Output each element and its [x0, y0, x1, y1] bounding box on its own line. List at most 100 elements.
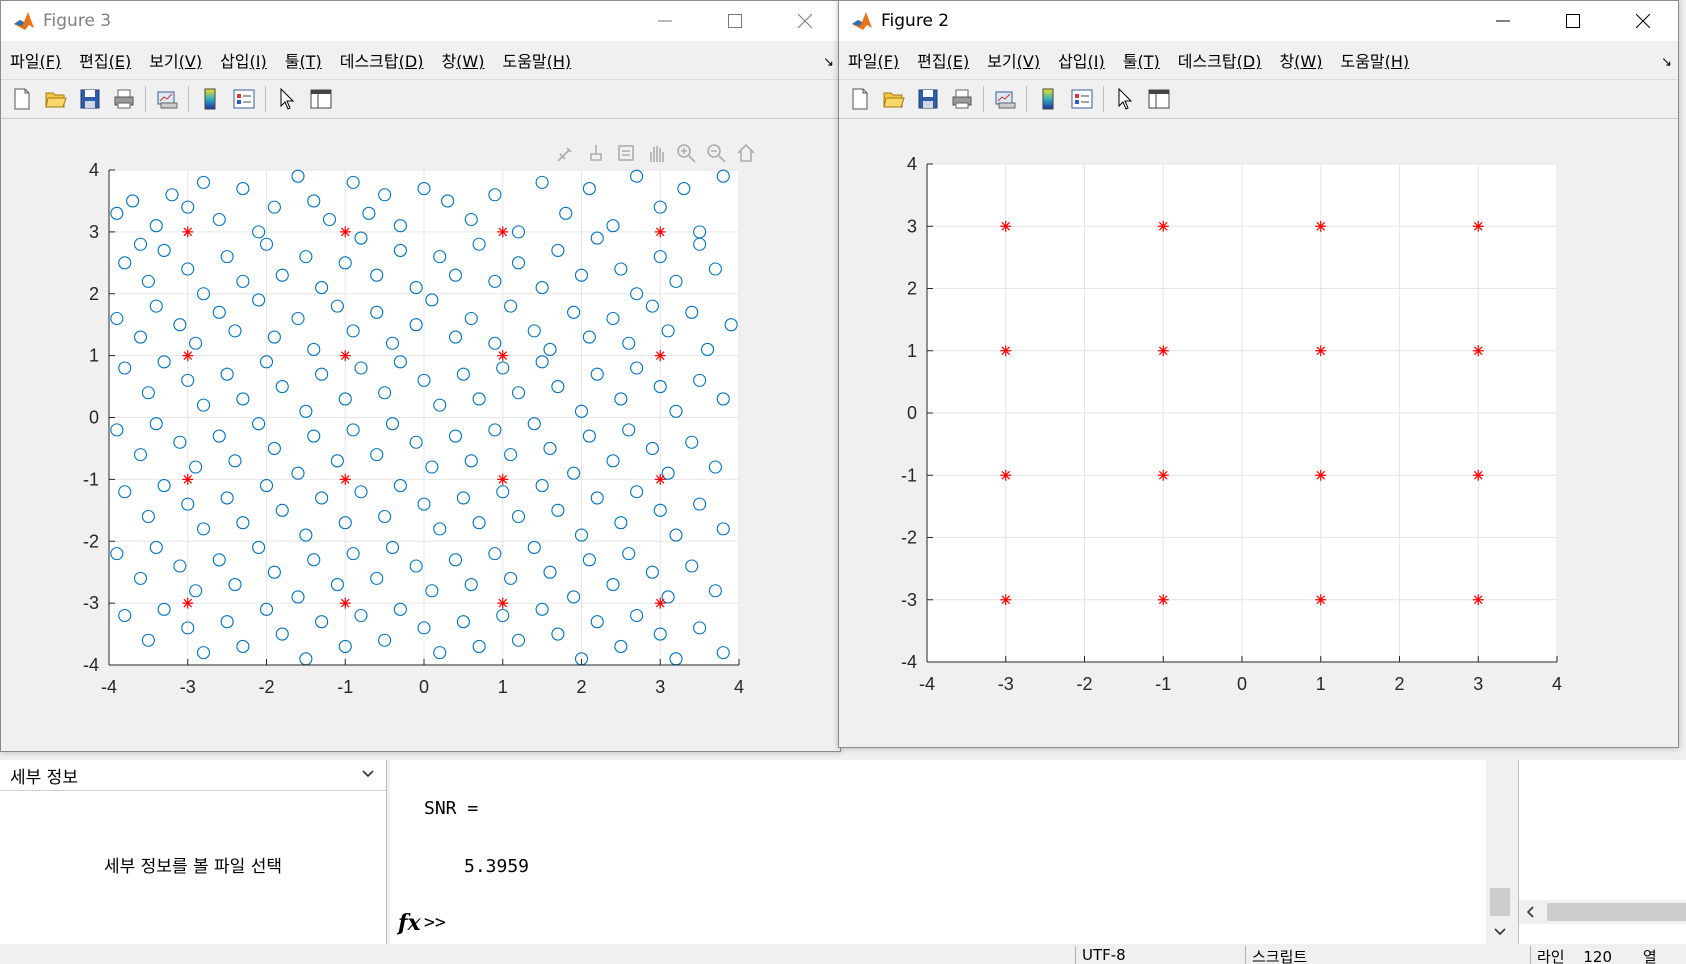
figure-3-canvas[interactable]: -4 -3 -2 -1 0 1 2 3 4 -4 -3 -2 -1 0 1 2 3 4: [1, 120, 840, 751]
scatter-point-circle: [385, 417, 400, 431]
property-inspector-icon[interactable]: [306, 84, 336, 114]
menu-item-3[interactable]: 삽입(I): [1049, 48, 1114, 72]
details-message: 세부 정보를 볼 파일 선택: [103, 857, 282, 877]
scatter-point-circle: [346, 175, 360, 189]
constellation-point-star: [654, 350, 666, 362]
menu-item-1[interactable]: 편집(E): [70, 48, 140, 72]
function-browser-icon[interactable]: fx: [398, 910, 421, 936]
scatter-point-circle: [630, 287, 644, 301]
close-button[interactable]: [770, 1, 840, 41]
figure-3-axes[interactable]: -4 -3 -2 -1 0 1 2 3 4 -4 -3 -2 -1 0 1 2 3 4: [1, 120, 840, 751]
command-window[interactable]: SNR = 5.3959 fx >>: [390, 760, 1514, 944]
menu-item-label: 파일: [848, 52, 878, 71]
scatter-point-circle: [330, 578, 344, 592]
scatter-point-circle: [708, 584, 722, 598]
command-prompt[interactable]: >>: [424, 912, 446, 933]
print-icon[interactable]: [109, 84, 139, 114]
constellation-point-star: [1157, 345, 1169, 357]
menu-item-5[interactable]: 데스크탑(D): [1169, 48, 1271, 72]
open-file-icon[interactable]: [41, 84, 71, 114]
new-figure-icon[interactable]: [7, 84, 37, 114]
toolbar-separator: [983, 86, 984, 112]
pointer-icon[interactable]: [272, 84, 302, 114]
pointer-icon[interactable]: [1110, 84, 1140, 114]
menu-item-0[interactable]: 파일(F): [1, 48, 70, 72]
maximize-button[interactable]: [700, 1, 770, 41]
scatter-point-circle: [385, 540, 400, 554]
workspace-panel: [1518, 760, 1686, 944]
export-icon[interactable]: [613, 140, 639, 166]
colorbar-icon[interactable]: [1033, 84, 1063, 114]
data-tips-icon[interactable]: [583, 140, 609, 166]
open-file-icon[interactable]: [879, 84, 909, 114]
menu-item-6[interactable]: 창(W): [1270, 48, 1331, 72]
scatter-point-circle: [118, 361, 132, 375]
scatter-point-circle: [685, 559, 699, 573]
menu-item-3[interactable]: 삽입(I): [211, 48, 276, 72]
minimize-button[interactable]: [630, 1, 700, 41]
scatter-point-circle: [378, 633, 392, 647]
menu-item-2[interactable]: 보기(V): [978, 48, 1049, 72]
new-figure-icon[interactable]: [845, 84, 875, 114]
scatter-point-circle: [275, 268, 289, 282]
menu-item-1[interactable]: 편집(E): [908, 48, 978, 72]
figure-2-axes[interactable]: -4 -3 -2 -1 0 1 2 3 4 -4 -3 -2 -1 0 1 2 3 4: [839, 120, 1678, 747]
window-title: Figure 2: [881, 11, 950, 31]
property-inspector-icon[interactable]: [1144, 84, 1174, 114]
zoom-in-icon[interactable]: [673, 140, 699, 166]
scatter-point-circle: [362, 206, 376, 220]
menu-item-label: 편집: [79, 52, 109, 71]
menu-item-accelerator: (V): [1016, 52, 1041, 71]
scatter-point-circle: [189, 460, 203, 474]
scatter-point-circle: [606, 311, 620, 326]
chevron-down-icon[interactable]: [360, 765, 376, 786]
scatter-point-circle: [417, 182, 431, 196]
link-plot-icon[interactable]: [990, 84, 1020, 114]
link-plot-icon[interactable]: [152, 84, 182, 114]
y-tick-label: 4: [907, 154, 917, 174]
scrollbar-thumb[interactable]: [1490, 888, 1510, 916]
scrollbar-thumb[interactable]: [1547, 903, 1686, 921]
menu-item-6[interactable]: 창(W): [432, 48, 493, 72]
figure-3-titlebar[interactable]: Figure 3: [1, 1, 840, 41]
figure-2-canvas[interactable]: -4 -3 -2 -1 0 1 2 3 4 -4 -3 -2 -1 0 1 2 3 4: [839, 120, 1678, 747]
scroll-left-icon[interactable]: [1523, 904, 1539, 920]
pan-icon[interactable]: [643, 140, 669, 166]
brush-icon[interactable]: [553, 140, 579, 166]
scroll-down-icon[interactable]: [1492, 924, 1508, 940]
menu-item-4[interactable]: 툴(T): [1114, 48, 1169, 72]
constellation-point-star: [654, 597, 666, 609]
command-scrollbar[interactable]: [1486, 760, 1514, 944]
legend-icon[interactable]: [229, 84, 259, 114]
menu-item-5[interactable]: 데스크탑(D): [331, 48, 433, 72]
figure-2-titlebar[interactable]: Figure 2: [839, 1, 1678, 41]
print-icon[interactable]: [947, 84, 977, 114]
menu-item-accelerator: (F): [877, 52, 900, 71]
menu-item-4[interactable]: 툴(T): [276, 48, 331, 72]
horizontal-scrollbar[interactable]: [1519, 900, 1686, 924]
details-header[interactable]: 세부 정보: [0, 760, 386, 791]
menu-item-2[interactable]: 보기(V): [140, 48, 211, 72]
maximize-button[interactable]: [1538, 1, 1608, 41]
menu-item-0[interactable]: 파일(F): [839, 48, 908, 72]
scatter-point-circle: [149, 540, 163, 554]
colorbar-icon[interactable]: [195, 84, 225, 114]
zoom-out-icon[interactable]: [703, 140, 729, 166]
home-icon[interactable]: [733, 140, 759, 166]
minimize-button[interactable]: [1468, 1, 1538, 41]
scatter-point-circle: [110, 311, 124, 326]
menu-item-label: 보기: [987, 52, 1017, 71]
legend-icon[interactable]: [1067, 84, 1097, 114]
scatter-point-circle: [275, 380, 289, 394]
save-icon[interactable]: [75, 84, 105, 114]
close-button[interactable]: [1608, 1, 1678, 41]
dock-arrow-icon[interactable]: ↘: [823, 55, 834, 70]
menu-item-7[interactable]: 도움말(H): [1331, 48, 1418, 72]
dock-arrow-icon[interactable]: ↘: [1661, 55, 1672, 70]
scatter-point-circle: [417, 621, 431, 635]
menu-item-7[interactable]: 도움말(H): [493, 48, 580, 72]
scatter-point-circle: [118, 256, 132, 270]
scatter-point-circle: [645, 299, 659, 313]
save-icon[interactable]: [913, 84, 943, 114]
scatter-point-circle: [212, 429, 226, 443]
